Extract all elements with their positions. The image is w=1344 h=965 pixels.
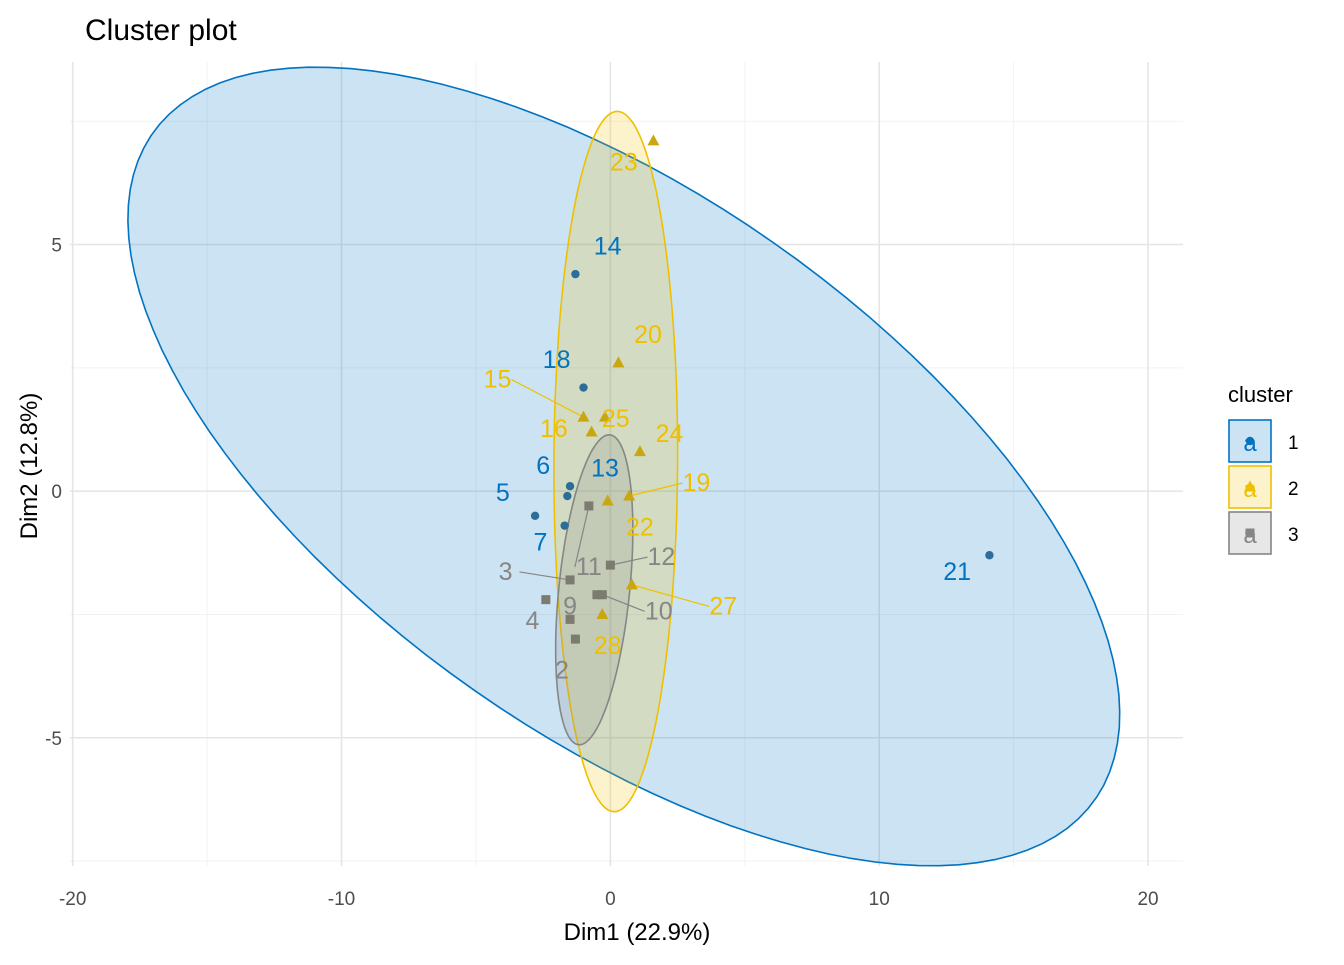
point-label-10: 10 bbox=[645, 597, 673, 625]
label-leader-line bbox=[629, 482, 683, 497]
cluster-1-point bbox=[985, 551, 994, 560]
point-label-6: 6 bbox=[536, 452, 550, 480]
cluster-2-point bbox=[585, 425, 598, 437]
cluster-2-point bbox=[598, 410, 611, 422]
cluster-1-point bbox=[579, 383, 588, 392]
legend-item-label: 3 bbox=[1288, 525, 1299, 546]
cluster-3-ellipse bbox=[554, 433, 634, 746]
x-tick-label: -20 bbox=[59, 889, 86, 910]
point-label-21: 21 bbox=[943, 558, 971, 586]
label-leader-line bbox=[631, 584, 710, 608]
legend-key-2 bbox=[1228, 465, 1272, 509]
cluster-3-point bbox=[565, 614, 575, 624]
point-label-4: 4 bbox=[525, 607, 539, 635]
point-label-11: 11 bbox=[576, 553, 602, 581]
cluster-2-point bbox=[612, 356, 625, 368]
point-label-15: 15 bbox=[484, 366, 512, 394]
cluster-3-point bbox=[592, 590, 602, 600]
cluster-2-point bbox=[633, 445, 646, 457]
point-label-5: 5 bbox=[496, 479, 510, 507]
cluster-3-point bbox=[565, 575, 575, 585]
y-tick-label: 5 bbox=[51, 236, 62, 257]
point-label-24: 24 bbox=[656, 420, 684, 448]
cluster-2-point bbox=[596, 607, 609, 619]
point-label-18: 18 bbox=[543, 346, 571, 374]
label-leader-line bbox=[511, 379, 584, 418]
cluster-1-point bbox=[563, 491, 572, 501]
point-label-20: 20 bbox=[634, 321, 662, 349]
label-leader-line bbox=[602, 594, 645, 612]
label-leader-line bbox=[574, 505, 590, 568]
legend-key-shape bbox=[1244, 480, 1256, 492]
legend-key-shape bbox=[1245, 528, 1255, 538]
cluster-1-ellipse bbox=[127, 66, 1121, 867]
point-label-3: 3 bbox=[499, 558, 513, 586]
point-label-7: 7 bbox=[534, 528, 548, 556]
legend-item-label: 1 bbox=[1288, 433, 1299, 454]
legend-key-3 bbox=[1228, 511, 1272, 555]
cluster-1-point bbox=[560, 521, 569, 530]
y-tick-label: 0 bbox=[51, 482, 62, 503]
point-label-23: 23 bbox=[610, 149, 638, 177]
cluster-3-point bbox=[570, 634, 580, 644]
cluster-2-point bbox=[647, 134, 660, 146]
label-leader-line bbox=[610, 556, 648, 566]
point-label-28: 28 bbox=[594, 632, 622, 660]
point-label-12: 12 bbox=[648, 543, 676, 571]
cluster-3-point bbox=[605, 560, 615, 570]
cluster-2-point bbox=[601, 494, 614, 506]
cluster-2-ellipse bbox=[553, 110, 679, 813]
x-tick-label: 10 bbox=[869, 889, 890, 910]
point-label-25: 25 bbox=[602, 405, 630, 433]
cluster-2-point bbox=[577, 410, 590, 422]
cluster-1-point bbox=[565, 481, 575, 491]
x-tick-label: 0 bbox=[605, 889, 616, 910]
point-label-2: 2 bbox=[555, 657, 569, 685]
legend-item-label: 2 bbox=[1288, 479, 1299, 500]
x-tick-label: -10 bbox=[328, 889, 355, 910]
cluster-1-point bbox=[571, 269, 580, 279]
point-label-19: 19 bbox=[682, 469, 710, 497]
point-label-14: 14 bbox=[594, 232, 622, 260]
cluster-2-point bbox=[625, 578, 638, 590]
point-label-16: 16 bbox=[540, 415, 568, 443]
y-axis-label: Dim2 (12.8%) bbox=[16, 393, 43, 540]
chart-title: Cluster plot bbox=[85, 14, 237, 47]
cluster-1-point bbox=[530, 511, 540, 520]
point-label-9: 9 bbox=[563, 592, 577, 620]
cluster-2-point bbox=[623, 489, 636, 501]
point-label-22: 22 bbox=[626, 514, 654, 542]
point-label-27: 27 bbox=[709, 592, 737, 620]
x-tick-label: 20 bbox=[1137, 889, 1158, 910]
label-leader-line bbox=[519, 571, 571, 581]
y-tick-label: -5 bbox=[45, 729, 62, 750]
x-axis-label: Dim1 (22.9%) bbox=[564, 919, 711, 946]
legend: cluster a1a2a3 bbox=[1228, 382, 1299, 555]
legend-key-shape bbox=[1245, 436, 1255, 446]
point-label-13: 13 bbox=[591, 454, 619, 482]
cluster-3-point bbox=[541, 595, 551, 605]
legend-title: cluster bbox=[1228, 382, 1293, 407]
cluster-3-point bbox=[584, 501, 594, 511]
cluster-3-point bbox=[597, 590, 607, 600]
